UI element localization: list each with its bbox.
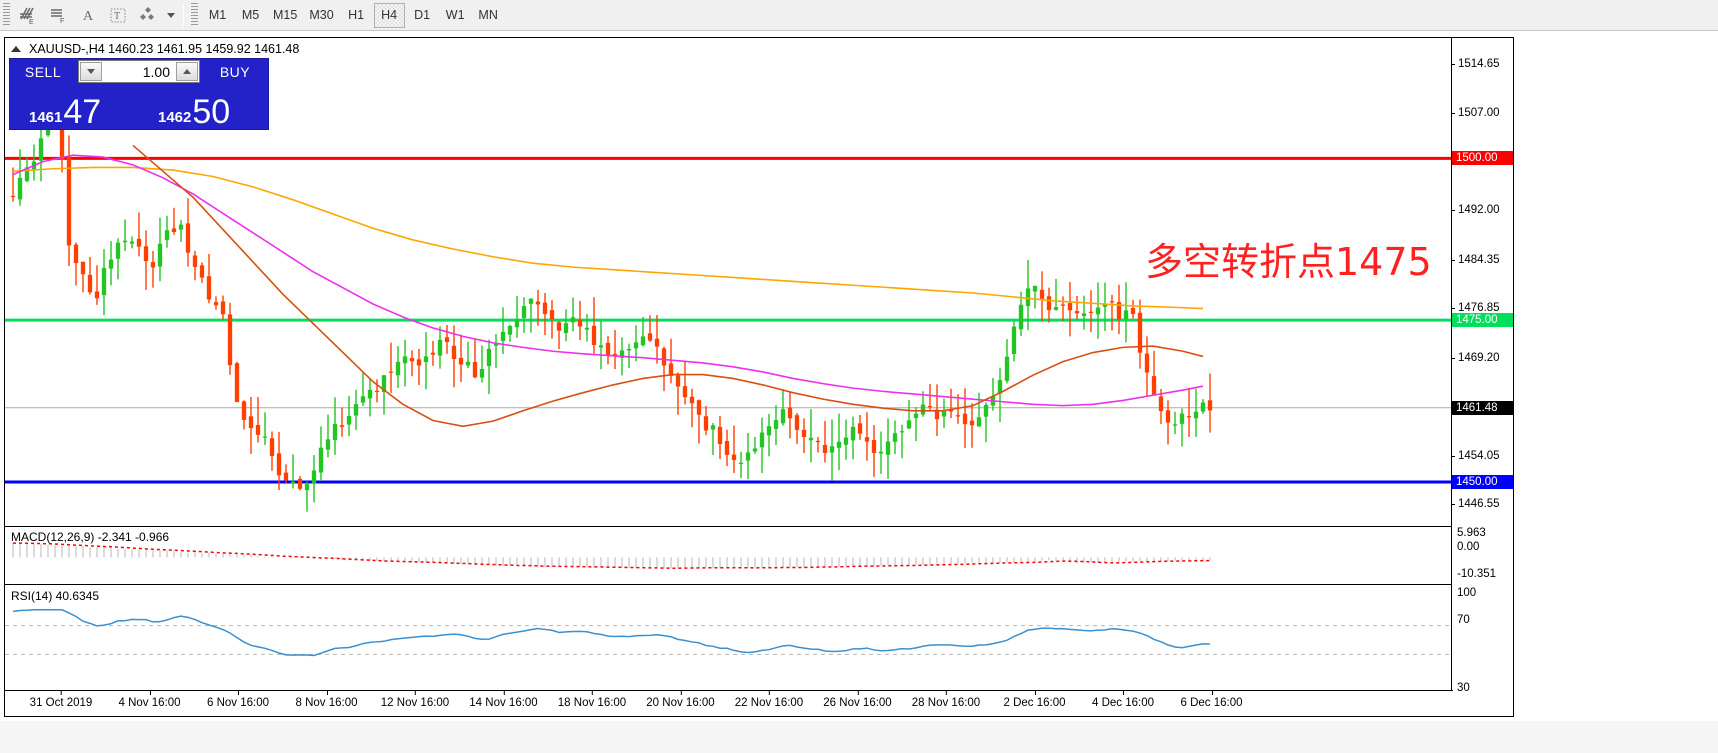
time-tick-10: 28 Nov 16:00 bbox=[911, 690, 981, 709]
toolbar-divider bbox=[183, 4, 184, 26]
time-tick-2: 6 Nov 16:00 bbox=[206, 690, 270, 709]
sell-price-box[interactable]: 1461 47 bbox=[11, 86, 138, 129]
price-tick-1469-20: 1469.20 bbox=[1452, 352, 1500, 364]
expert-advisors-icon[interactable]: E bbox=[13, 2, 43, 28]
macd-scale-2: -10.351 bbox=[1457, 568, 1497, 580]
chevron-down-icon bbox=[167, 12, 175, 18]
one-click-trade-panel[interactable]: SELL 1.00 BUY 1461 47 1462 50 bbox=[9, 58, 269, 130]
timeframe-button-m5[interactable]: M5 bbox=[241, 8, 260, 22]
price-tick-1514-65: 1514.65 bbox=[1452, 58, 1500, 70]
rsi-pane-separator bbox=[5, 584, 1453, 585]
rsi-scale-100: 100 bbox=[1457, 587, 1477, 599]
svg-text:T: T bbox=[114, 11, 120, 22]
time-tick-7: 20 Nov 16:00 bbox=[646, 690, 715, 709]
rsi-label: RSI(14) 40.6345 bbox=[11, 589, 100, 603]
svg-text:F: F bbox=[60, 18, 64, 25]
pivot-line-1475[interactable]: 1475.00 bbox=[1452, 313, 1513, 328]
price-tick-1476-85: 1476.85 bbox=[1452, 302, 1500, 314]
timeframe-button-mn[interactable]: MN bbox=[478, 8, 498, 22]
volume-increase-button[interactable] bbox=[176, 62, 198, 81]
time-tick-13: 6 Dec 16:00 bbox=[1180, 690, 1243, 709]
buy-price-small: 1462 bbox=[158, 109, 192, 126]
time-scale[interactable]: 31 Oct 2019 4 Nov 16:00 6 Nov 16:00 8 Nov 1… bbox=[5, 690, 1453, 716]
text-object-icon[interactable]: T bbox=[103, 2, 133, 28]
timeframe-grip[interactable] bbox=[191, 3, 198, 27]
trade-panel-prices: 1461 47 1462 50 bbox=[10, 85, 268, 130]
timeframe-button-w1[interactable]: W1 bbox=[445, 8, 465, 22]
timeframe-button-m30[interactable]: M30 bbox=[309, 8, 334, 22]
svg-text:A: A bbox=[83, 9, 94, 24]
time-tick-0: 31 Oct 2019 bbox=[29, 690, 93, 709]
sell-button[interactable]: SELL bbox=[24, 63, 62, 80]
symbol-ohlc-text: XAUUSD-,H4 1460.23 1461.95 1459.92 1461.… bbox=[29, 41, 300, 56]
buy-button[interactable]: BUY bbox=[219, 63, 251, 80]
arrow-up-icon bbox=[183, 69, 191, 74]
timeframe-button-h1[interactable]: H1 bbox=[348, 8, 365, 22]
macd-pane-separator bbox=[5, 526, 1453, 527]
price-tick-1507-00: 1507.00 bbox=[1452, 107, 1500, 119]
buy-price-box[interactable]: 1462 50 bbox=[140, 86, 267, 129]
price-tick-1492-00: 1492.00 bbox=[1452, 204, 1500, 216]
chart-annotation-text: 多空转折点1475 bbox=[1145, 240, 1432, 284]
time-tick-6: 18 Nov 16:00 bbox=[557, 690, 627, 709]
sell-price-big: 47 bbox=[63, 93, 102, 129]
rsi-pane-canvas bbox=[5, 609, 1453, 657]
timeframe-group: M1 M5 M15 M30 H1 H4 D1 W1 MN bbox=[201, 2, 505, 28]
timeframe-button-m1[interactable]: M1 bbox=[208, 8, 227, 22]
arrow-down-icon bbox=[87, 69, 95, 74]
timeframe-button-d1[interactable]: D1 bbox=[414, 8, 431, 22]
buy-price-big: 50 bbox=[192, 93, 231, 129]
drawing-tools-dropdown[interactable] bbox=[163, 2, 179, 28]
symbol-ohlc-bar: XAUUSD-,H4 1460.23 1461.95 1459.92 1461.… bbox=[5, 38, 299, 57]
trade-panel-top-row: SELL 1.00 BUY bbox=[10, 59, 268, 85]
macd-scale-1: 0.00 bbox=[1457, 541, 1480, 553]
price-scale[interactable]: 1514.65 1507.00 1492.00 1484.35 1476.85 1469.… bbox=[1451, 38, 1513, 716]
macd-pane-canvas bbox=[12, 542, 1211, 569]
rsi-scale-30: 30 bbox=[1457, 682, 1470, 694]
status-strip bbox=[0, 721, 1718, 753]
toolbar-grip[interactable] bbox=[3, 3, 10, 27]
volume-decrease-button[interactable] bbox=[80, 62, 102, 81]
macd-scale-0: 5.963 bbox=[1457, 527, 1486, 539]
macd-label: MACD(12,26,9) -2.341 -0.966 bbox=[11, 530, 170, 544]
indicators-list-icon[interactable]: F bbox=[43, 2, 73, 28]
volume-stepper[interactable]: 1.00 bbox=[78, 60, 200, 83]
collapse-triangle-icon[interactable] bbox=[11, 45, 21, 52]
price-tick-1484-35: 1484.35 bbox=[1452, 254, 1500, 266]
volume-input[interactable]: 1.00 bbox=[103, 61, 175, 82]
sell-price-small: 1461 bbox=[29, 109, 63, 126]
timeframe-button-m15[interactable]: M15 bbox=[273, 8, 298, 22]
svg-text:E: E bbox=[29, 19, 34, 25]
time-tick-1: 4 Nov 16:00 bbox=[118, 690, 181, 709]
support-line-1450[interactable]: 1450.00 bbox=[1452, 474, 1513, 489]
time-tick-8: 22 Nov 16:00 bbox=[734, 690, 804, 709]
time-tick-11: 2 Dec 16:00 bbox=[1003, 690, 1066, 709]
chart-window[interactable]: XAUUSD-,H4 1460.23 1461.95 1459.92 1461.… bbox=[4, 37, 1514, 717]
drawing-tools-icon[interactable] bbox=[133, 2, 163, 28]
time-tick-12: 4 Dec 16:00 bbox=[1091, 690, 1155, 709]
text-label-icon[interactable]: A bbox=[73, 2, 103, 28]
price-tick-1446-55: 1446.55 bbox=[1452, 498, 1500, 510]
current-price-label[interactable]: 1461.48 bbox=[1452, 400, 1513, 415]
price-tick-1454-05: 1454.05 bbox=[1452, 450, 1500, 462]
rsi-scale-70: 70 bbox=[1457, 614, 1470, 626]
resistance-line-1500[interactable]: 1500.00 bbox=[1452, 151, 1513, 166]
time-tick-4: 12 Nov 16:00 bbox=[380, 690, 450, 709]
time-tick-3: 8 Nov 16:00 bbox=[295, 690, 358, 709]
timeframe-button-h4[interactable]: H4 bbox=[373, 2, 405, 28]
main-toolbar: E F A T M1 M bbox=[0, 0, 1718, 31]
time-tick-9: 26 Nov 16:00 bbox=[823, 690, 892, 709]
time-tick-5: 14 Nov 16:00 bbox=[469, 690, 538, 709]
